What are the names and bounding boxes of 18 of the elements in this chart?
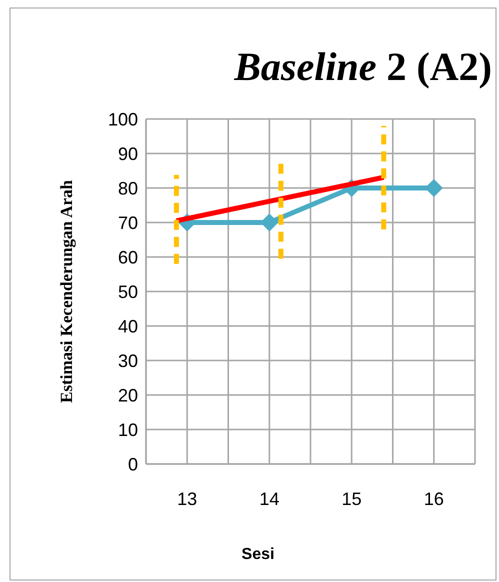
x-axis-title: Sesi [242,546,274,563]
y-tick-label: 100 [108,109,138,130]
y-axis-title: Estimasi Kecenderungan Arah [57,180,76,403]
y-tick-label: 10 [118,420,138,440]
y-tick-label: 30 [118,350,138,371]
x-tick-label: 15 [342,489,362,509]
y-tick-label: 70 [118,212,138,233]
chart-title: Baseline 2 (A2) [233,44,492,89]
x-tick-label: 13 [177,489,198,509]
x-tick-label: 16 [424,489,444,509]
y-tick-label: 20 [118,385,138,406]
y-tick-label: 90 [118,144,138,164]
y-tick-label: 50 [118,282,138,302]
y-tick-label: 40 [118,316,138,336]
y-tick-label: 0 [128,454,138,474]
y-tick-label: 80 [118,178,138,198]
y-tick-label: 60 [118,247,138,268]
x-tick-label: 14 [259,489,280,509]
